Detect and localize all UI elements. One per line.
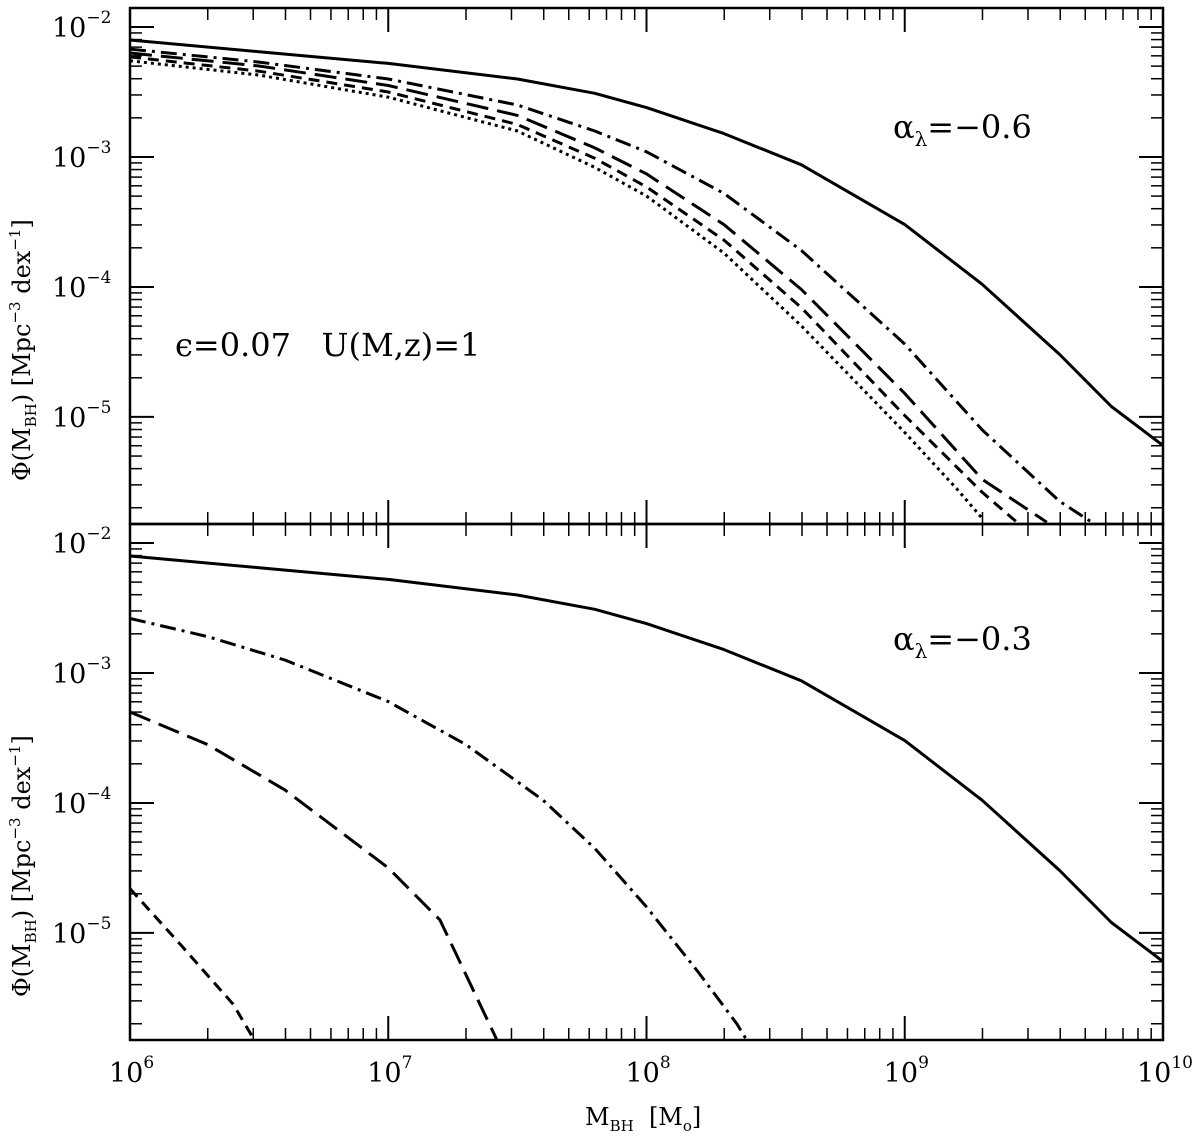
y-tick-label-bottom: 10−5 (52, 914, 111, 950)
y-axis-title-bottom: Φ(MBH) [Mpc−3 dex−1] (6, 735, 40, 997)
y-tick-label-top: 10−3 (52, 138, 111, 174)
x-axis-title: MBH [Mo] (585, 1103, 701, 1135)
y-tick-label-top: 10−5 (52, 398, 111, 434)
y-tick-label-top: 10−4 (52, 268, 111, 304)
curve-short-dash-bottom (130, 887, 256, 1040)
svg-text:MBH [Mo]: MBH [Mo] (585, 1103, 701, 1135)
y-tick-label-bottom: 10−3 (52, 654, 111, 690)
params-annotation: ϵ=0.07 U(M,z)=1 (175, 326, 480, 364)
alpha-annotation-top: αλ=−0.6 (893, 108, 1032, 151)
plot-frame-bottom (128, 522, 1165, 1042)
curve-solid-bottom (130, 554, 1163, 963)
curve-long-dash-top (130, 51, 1048, 524)
curve-solid-top (130, 38, 1163, 447)
plot-frame-top (128, 6, 1165, 526)
y-tick-label-top: 10−2 (52, 8, 111, 44)
y-tick-label-bottom: 10−4 (52, 784, 111, 820)
curve-long-dash-bottom (130, 710, 499, 1040)
curve-short-dash-top (130, 55, 1020, 524)
top-panel: 10−2 10−3 10−4 10−5 Φ(MBH) [Mpc−3 dex−1] αλ=−… (6, 6, 1165, 526)
x-tick-label: 108 (626, 1053, 671, 1089)
y-tick-label-bottom: 10−2 (52, 524, 111, 560)
y-axis-title-top: Φ(MBH) [Mpc−3 dex−1] (6, 219, 40, 481)
curve-dot-dash-top (130, 47, 1097, 524)
bottom-panel: 10−2 10−3 10−4 10−5 106 107 108 109 1010 Φ(MBH) [… (6, 522, 1193, 1089)
alpha-annotation-bottom: αλ=−0.3 (893, 620, 1032, 663)
x-tick-label: 109 (884, 1053, 929, 1089)
curve-dotted-top (130, 59, 984, 520)
x-tick-label: 106 (109, 1053, 154, 1089)
x-tick-label: 107 (367, 1053, 412, 1089)
curve-dot-dash-bottom (130, 616, 749, 1040)
x-tick-label: 1010 (1137, 1053, 1193, 1089)
